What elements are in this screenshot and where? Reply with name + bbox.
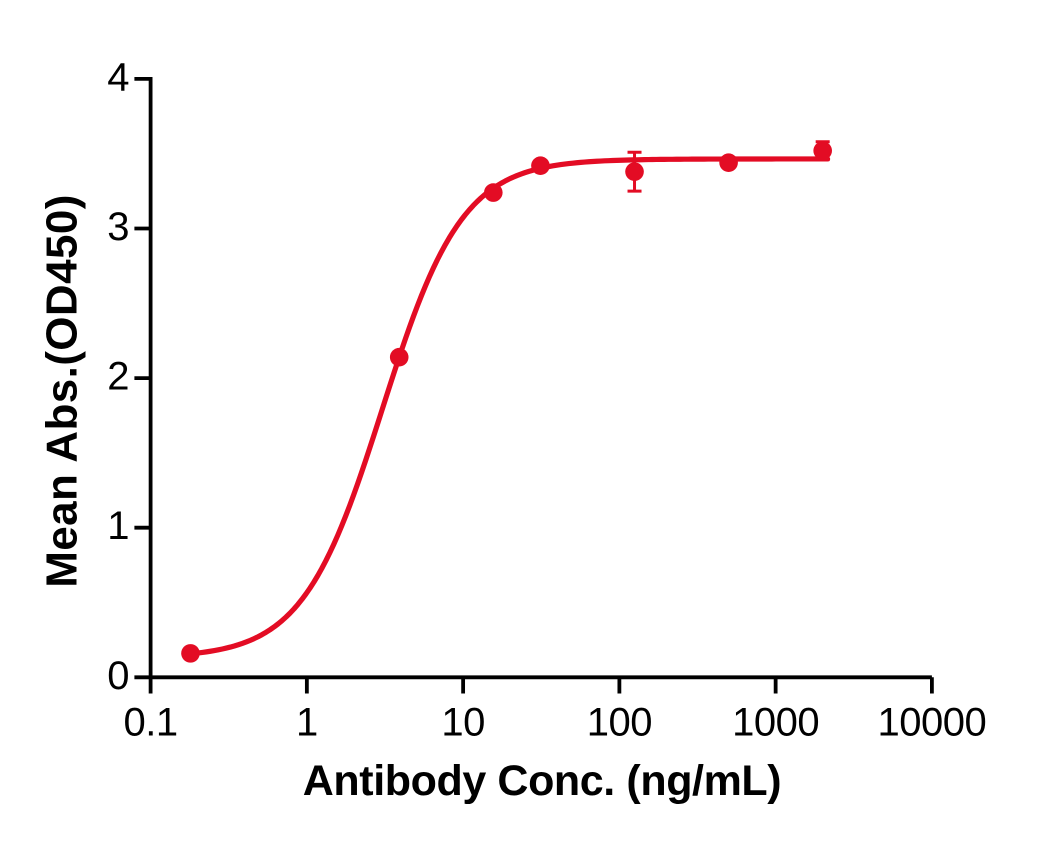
dose-response-curve xyxy=(187,156,831,657)
x-tick-label-10: 10 xyxy=(441,701,485,745)
data-point xyxy=(483,183,503,202)
x-axis-title: Antibody Conc. (ng/mL) xyxy=(303,757,781,805)
y-tick-label-0: 0 xyxy=(107,654,129,698)
y-tick-label-2: 2 xyxy=(107,355,129,399)
y-tick-label-3: 3 xyxy=(107,205,129,249)
data-points xyxy=(181,141,832,663)
x-tick-label-1000: 1000 xyxy=(732,701,819,745)
x-tick-label-100: 100 xyxy=(587,701,652,745)
data-point xyxy=(389,347,409,367)
fit-curve xyxy=(187,156,831,657)
y-tick-label-4: 4 xyxy=(107,55,129,99)
tick-labels: 0 1 2 3 4 0.1 1 10 100 1000 10000 xyxy=(107,55,987,745)
data-point xyxy=(181,644,200,663)
axis-spines-and-ticks xyxy=(134,77,934,694)
x-tick-label-1: 1 xyxy=(296,701,318,745)
data-point xyxy=(719,153,738,172)
data-point xyxy=(813,141,832,161)
x-tick-label-0.1: 0.1 xyxy=(124,701,178,745)
x-tick-label-10000: 10000 xyxy=(878,701,987,745)
data-point xyxy=(531,156,550,175)
y-tick-label-1: 1 xyxy=(107,504,129,548)
data-point xyxy=(625,162,644,181)
axes xyxy=(134,77,934,694)
y-axis-title: Mean Abs.(OD450) xyxy=(38,194,87,588)
